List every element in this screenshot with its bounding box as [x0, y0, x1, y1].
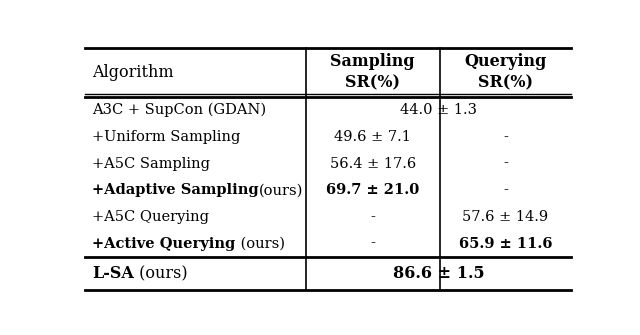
- Text: Querying
SR(%): Querying SR(%): [464, 53, 547, 92]
- Text: -: -: [503, 156, 508, 171]
- Text: 56.4 ± 17.6: 56.4 ± 17.6: [330, 156, 416, 171]
- Text: 65.9 ± 11.6: 65.9 ± 11.6: [459, 237, 552, 251]
- Text: -: -: [370, 210, 375, 224]
- Text: L-SA: L-SA: [92, 265, 134, 282]
- Text: +A5C Sampling: +A5C Sampling: [92, 156, 211, 171]
- Text: A3C + SupCon (GDAN): A3C + SupCon (GDAN): [92, 103, 266, 118]
- Text: (ours): (ours): [236, 237, 285, 251]
- Text: (ours): (ours): [134, 265, 188, 282]
- Text: +A5C Querying: +A5C Querying: [92, 210, 209, 224]
- Text: 57.6 ± 14.9: 57.6 ± 14.9: [462, 210, 548, 224]
- Text: 69.7 ± 21.0: 69.7 ± 21.0: [326, 183, 419, 197]
- Text: Algorithm: Algorithm: [92, 64, 174, 81]
- Text: +Adaptive Sampling: +Adaptive Sampling: [92, 183, 259, 197]
- Text: +Uniform Sampling: +Uniform Sampling: [92, 130, 241, 144]
- Text: Sampling
SR(%): Sampling SR(%): [330, 53, 415, 92]
- Text: +Active Querying: +Active Querying: [92, 237, 236, 251]
- Text: -: -: [370, 237, 375, 251]
- Text: 49.6 ± 7.1: 49.6 ± 7.1: [334, 130, 411, 144]
- Text: (ours): (ours): [259, 183, 303, 197]
- Text: -: -: [503, 183, 508, 197]
- Text: -: -: [503, 130, 508, 144]
- Text: 44.0 ± 1.3: 44.0 ± 1.3: [400, 103, 477, 117]
- Text: 86.6 ± 1.5: 86.6 ± 1.5: [392, 265, 484, 282]
